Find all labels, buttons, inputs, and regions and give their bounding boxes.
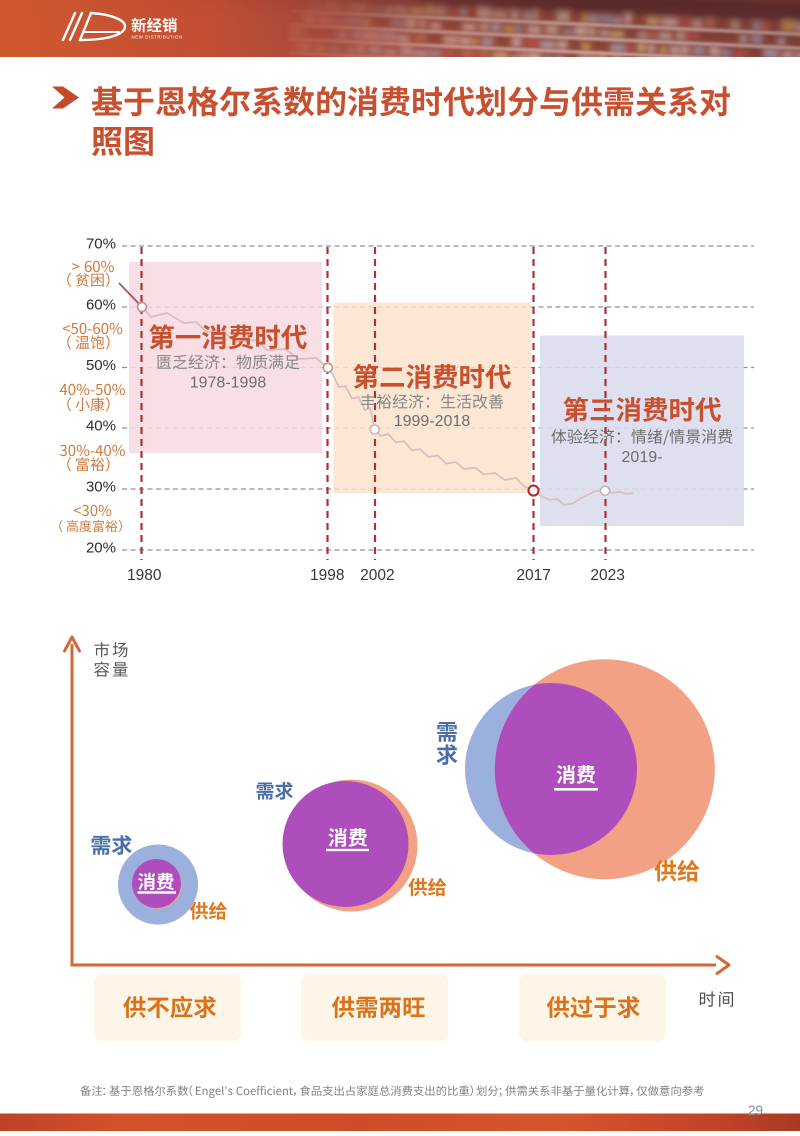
svg-text:40%: 40%: [86, 418, 116, 435]
svg-text:60%: 60%: [86, 297, 116, 314]
svg-text:1978-1998: 1978-1998: [190, 375, 267, 392]
svg-text:1999-2018: 1999-2018: [394, 413, 471, 430]
svg-text:70%: 70%: [86, 236, 116, 253]
svg-text:2002: 2002: [360, 567, 394, 584]
svg-text:2023: 2023: [590, 567, 624, 584]
svg-text:2019-: 2019-: [622, 449, 663, 466]
svg-text:29: 29: [748, 1103, 763, 1118]
svg-text:50%: 50%: [86, 357, 116, 374]
svg-text:2017: 2017: [516, 567, 550, 584]
svg-text:NEW DISTRIBUTION: NEW DISTRIBUTION: [132, 35, 183, 40]
svg-text:30%: 30%: [86, 479, 116, 496]
svg-text:1980: 1980: [127, 567, 162, 584]
svg-text:1998: 1998: [310, 567, 344, 584]
svg-text:20%: 20%: [86, 540, 116, 557]
